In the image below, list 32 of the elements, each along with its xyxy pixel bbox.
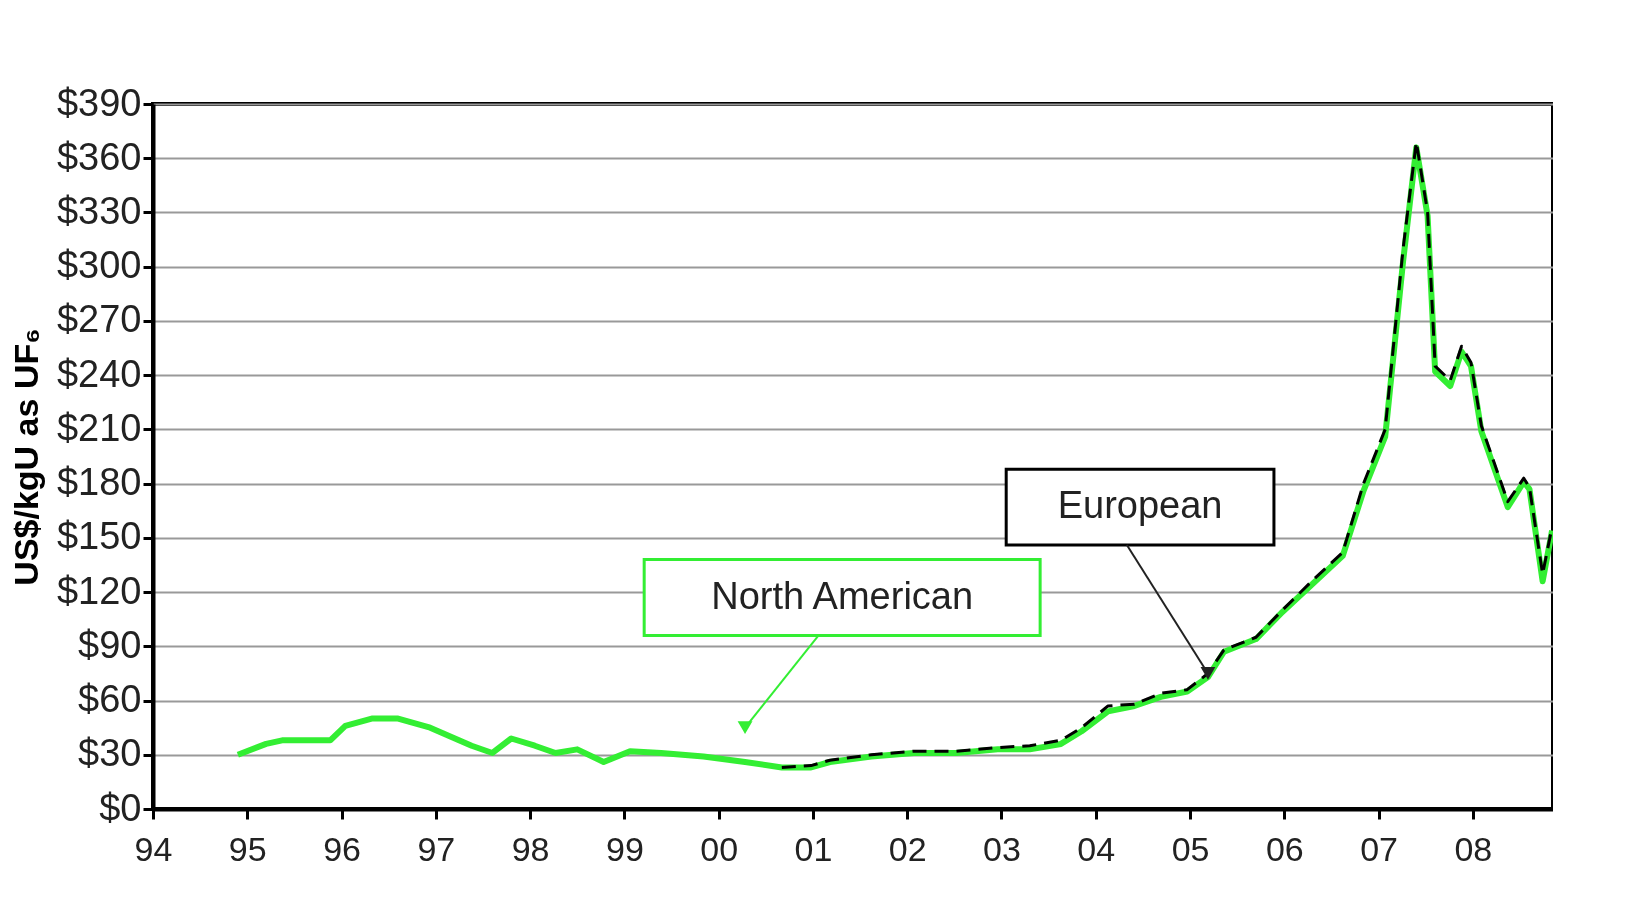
x-tick-label: 08 (1454, 829, 1493, 868)
y-tick-label: $360 (56, 135, 142, 178)
x-tick-label: 98 (511, 829, 550, 868)
y-tick-label: $60 (78, 678, 142, 721)
x-tick-label: 06 (1265, 829, 1304, 868)
x-tick-label: 99 (605, 829, 644, 868)
x-tick-label: 01 (794, 829, 833, 868)
y-axis-title: US$/kgU as UF₆ (6, 328, 45, 586)
y-tick-label: $330 (56, 189, 142, 232)
y-tick-label: $90 (78, 623, 142, 666)
x-tick-label: 02 (888, 829, 927, 868)
x-tick-label: 00 (700, 829, 739, 868)
y-tick-label: $150 (56, 515, 142, 558)
text: European (1057, 484, 1223, 527)
y-tick-label: $210 (56, 406, 142, 449)
x-tick-label: 03 (983, 829, 1021, 868)
x-tick-label: 04 (1077, 829, 1116, 868)
y-tick-label: $0 (99, 786, 142, 829)
x-tick-label: 05 (1171, 829, 1210, 868)
y-tick-label: $120 (56, 569, 142, 612)
x-tick-label: 94 (134, 829, 173, 868)
y-tick-label: $390 (56, 81, 142, 124)
y-tick-label: $270 (56, 298, 142, 341)
x-tick-label: 97 (417, 829, 456, 868)
x-tick-label: 96 (323, 829, 361, 868)
text: North American (711, 574, 974, 617)
y-tick-label: $240 (56, 352, 142, 395)
y-tick-label: $180 (56, 461, 142, 504)
y-tick-label: $300 (56, 244, 142, 287)
x-tick-label: 95 (228, 829, 267, 868)
y-tick-label: $30 (78, 732, 142, 775)
x-tick-label: 07 (1360, 829, 1398, 868)
